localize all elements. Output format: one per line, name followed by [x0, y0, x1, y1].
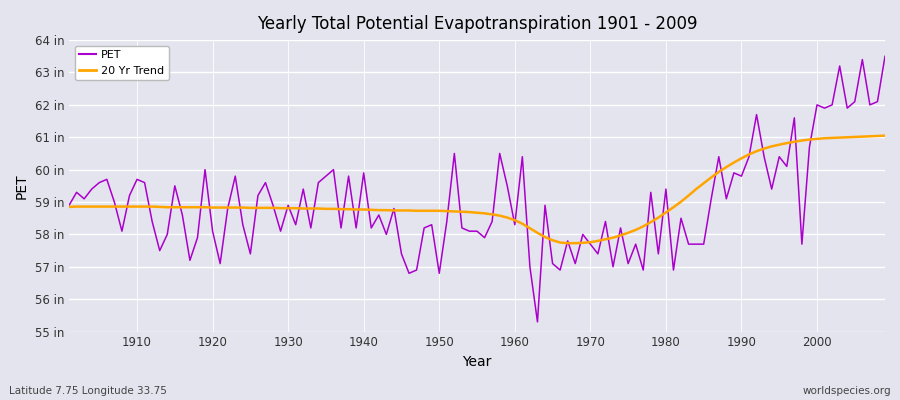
Text: Latitude 7.75 Longitude 33.75: Latitude 7.75 Longitude 33.75	[9, 386, 166, 396]
Text: worldspecies.org: worldspecies.org	[803, 386, 891, 396]
X-axis label: Year: Year	[463, 355, 491, 369]
Title: Yearly Total Potential Evapotranspiration 1901 - 2009: Yearly Total Potential Evapotranspiratio…	[256, 15, 698, 33]
Y-axis label: PET: PET	[15, 173, 29, 199]
Legend: PET, 20 Yr Trend: PET, 20 Yr Trend	[75, 46, 169, 80]
